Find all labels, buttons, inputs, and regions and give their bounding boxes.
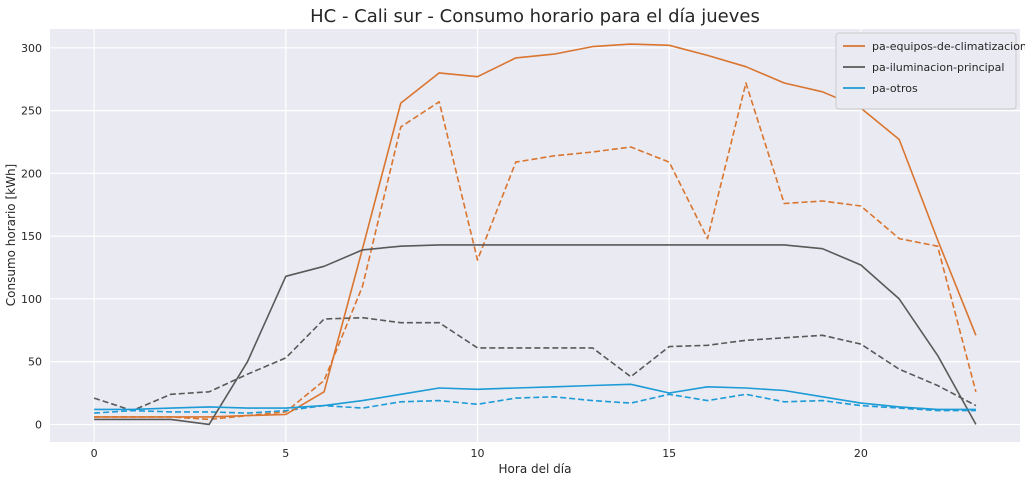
y-tick-labels: 0 50 100 150 200 250 300 — [21, 42, 42, 432]
x-tick-label: 15 — [662, 447, 676, 460]
y-tick-label: 250 — [21, 105, 42, 118]
y-tick-label: 0 — [35, 418, 42, 431]
y-axis-label: Consumo horario [kWh] — [4, 164, 18, 306]
legend-entry: pa-iluminacion-principal — [872, 61, 1004, 74]
y-tick-label: 100 — [21, 293, 42, 306]
legend: pa-equipos-de-climatizacion pa-iluminacio… — [836, 33, 1025, 109]
y-tick-label: 150 — [21, 230, 42, 243]
x-axis-label: Hora del día — [499, 462, 572, 476]
y-tick-label: 50 — [28, 356, 42, 369]
x-tick-labels: 0 5 10 15 20 — [91, 447, 868, 460]
x-tick-label: 0 — [91, 447, 98, 460]
y-tick-label: 200 — [21, 167, 42, 180]
y-tick-label: 300 — [21, 42, 42, 55]
x-tick-label: 20 — [854, 447, 868, 460]
legend-entry: pa-otros — [872, 82, 918, 95]
legend-entry: pa-equipos-de-climatizacion — [872, 40, 1025, 53]
x-tick-label: 5 — [282, 447, 289, 460]
x-tick-label: 10 — [470, 447, 484, 460]
chart-title: HC - Cali sur - Consumo horario para el … — [310, 6, 760, 27]
